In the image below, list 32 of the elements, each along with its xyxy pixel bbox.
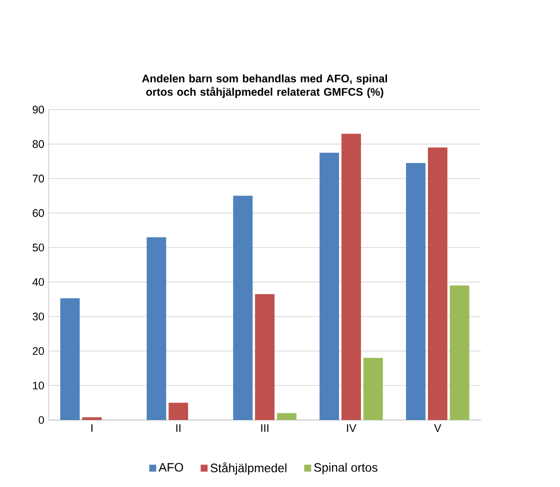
- bar: [406, 163, 426, 420]
- y-tick-label: 40: [32, 278, 44, 286]
- bar: [146, 237, 166, 420]
- x-tick-label: I: [91, 424, 92, 432]
- y-tick-label: 0: [38, 416, 44, 424]
- bar: [255, 294, 275, 420]
- legend-label: AFO: [158, 463, 184, 472]
- y-tick-label: 70: [32, 174, 44, 182]
- bar: [276, 413, 296, 420]
- x-tick-label: II: [176, 424, 180, 432]
- bar: [320, 152, 340, 420]
- x-tick-label: III: [261, 424, 268, 432]
- bar: [450, 285, 470, 420]
- legend-label: Spinal ortos: [314, 462, 378, 474]
- bar: [60, 298, 80, 420]
- legend-label: Ståhjälpmedel: [210, 462, 286, 475]
- y-tick-label: 80: [32, 140, 44, 148]
- bar: [82, 417, 102, 420]
- bar: [428, 148, 448, 420]
- x-tick-label: V: [434, 424, 442, 432]
- y-tick-label: 50: [32, 244, 44, 252]
- bar: [233, 196, 253, 420]
- y-tick-label: 10: [33, 382, 44, 390]
- bar: [341, 134, 361, 420]
- bar: [168, 402, 188, 420]
- y-tick-label: 90: [32, 106, 44, 114]
- x-tick-label: IV: [347, 424, 356, 432]
- chart-title: Andelen barn som behandlas med AFO, spinal ortos och ståhjälpmedel relaterat GMFCS (%): [142, 74, 387, 98]
- bar: [363, 358, 383, 420]
- y-tick-label: 60: [32, 209, 44, 217]
- y-tick-label: 30: [32, 312, 44, 320]
- y-tick-label: 20: [32, 347, 44, 355]
